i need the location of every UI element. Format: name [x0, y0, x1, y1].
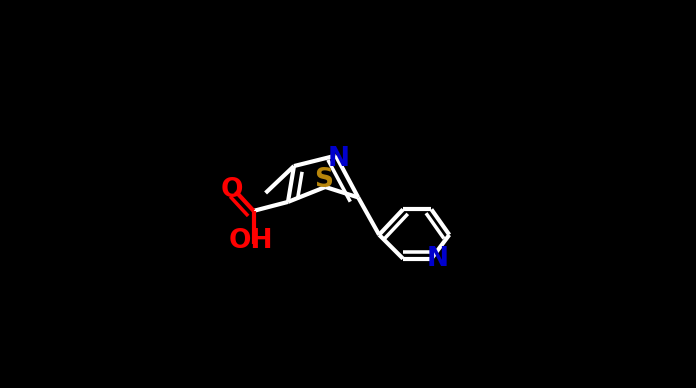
Text: S: S — [315, 166, 333, 192]
Text: OH: OH — [228, 228, 273, 254]
Text: N: N — [427, 246, 448, 272]
Text: N: N — [328, 146, 350, 171]
Text: O: O — [221, 177, 244, 203]
